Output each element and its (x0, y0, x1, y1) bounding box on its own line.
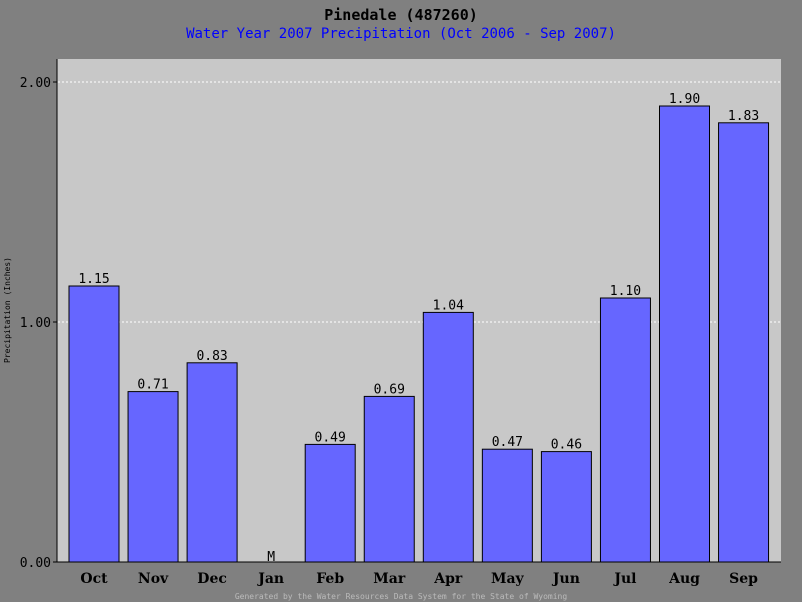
bar-apr (422, 311, 474, 563)
x-tick-label: Apr (433, 571, 463, 587)
x-tick-label: May (491, 571, 525, 587)
x-tick-label: Feb (316, 571, 344, 587)
bar-mar (363, 395, 415, 563)
data-label: 1.10 (610, 284, 641, 299)
x-tick-label: Dec (197, 571, 227, 587)
data-label: 1.90 (669, 92, 700, 107)
missing-marker: M (267, 550, 275, 565)
x-tick-label: Mar (373, 571, 406, 587)
data-label: 1.15 (78, 272, 109, 287)
x-ticks: Oct Nov Dec Jan Feb Mar Apr May Jun Jul Aug Sep (80, 571, 758, 587)
x-tick-label: Nov (138, 571, 169, 587)
data-label: 1.04 (433, 298, 464, 313)
x-tick-label: Jun (551, 571, 580, 587)
bar-aug (659, 105, 710, 563)
data-label: 0.46 (551, 438, 582, 453)
x-tick-label: Jan (256, 571, 284, 587)
y-ticks: 0.00 1.00 2.00 (20, 76, 57, 571)
data-label: 0.69 (374, 382, 405, 397)
chart-title: Pinedale (487260) (324, 6, 478, 24)
bars (68, 105, 770, 563)
x-tick-label: Oct (80, 571, 108, 587)
y-tick-label: 2.00 (20, 76, 51, 91)
bar-sep (718, 122, 770, 563)
bar-nov (127, 391, 179, 563)
bar-dec (186, 362, 238, 563)
data-label: 1.83 (728, 109, 759, 124)
bar-oct (68, 285, 120, 563)
chart-subtitle: Water Year 2007 Precipitation (Oct 2006 … (186, 26, 616, 42)
bar-jun (540, 451, 592, 563)
axes (56, 59, 781, 563)
y-tick-label: 0.00 (20, 556, 51, 571)
y-axis-label: Precipitation (Inches) (3, 257, 12, 363)
bar-may (481, 448, 533, 563)
data-label: 0.71 (137, 378, 168, 393)
bar-feb (304, 443, 356, 563)
gridlines (58, 81, 781, 323)
data-labels: 1.15 0.71 0.83 M 0.49 0.69 1.04 0.47 0.46 1.10 1.9… (78, 92, 759, 565)
data-label: 0.49 (315, 430, 346, 445)
x-tick-label: Aug (668, 571, 700, 587)
bar-jul (599, 297, 651, 563)
data-label: 0.47 (492, 435, 523, 450)
data-label: 0.83 (196, 349, 227, 364)
x-tick-label: Sep (729, 571, 758, 587)
footer-credit: Generated by the Water Resources Data Sy… (235, 592, 568, 601)
x-tick-label: Jul (612, 571, 636, 587)
y-tick-label: 1.00 (20, 316, 51, 331)
